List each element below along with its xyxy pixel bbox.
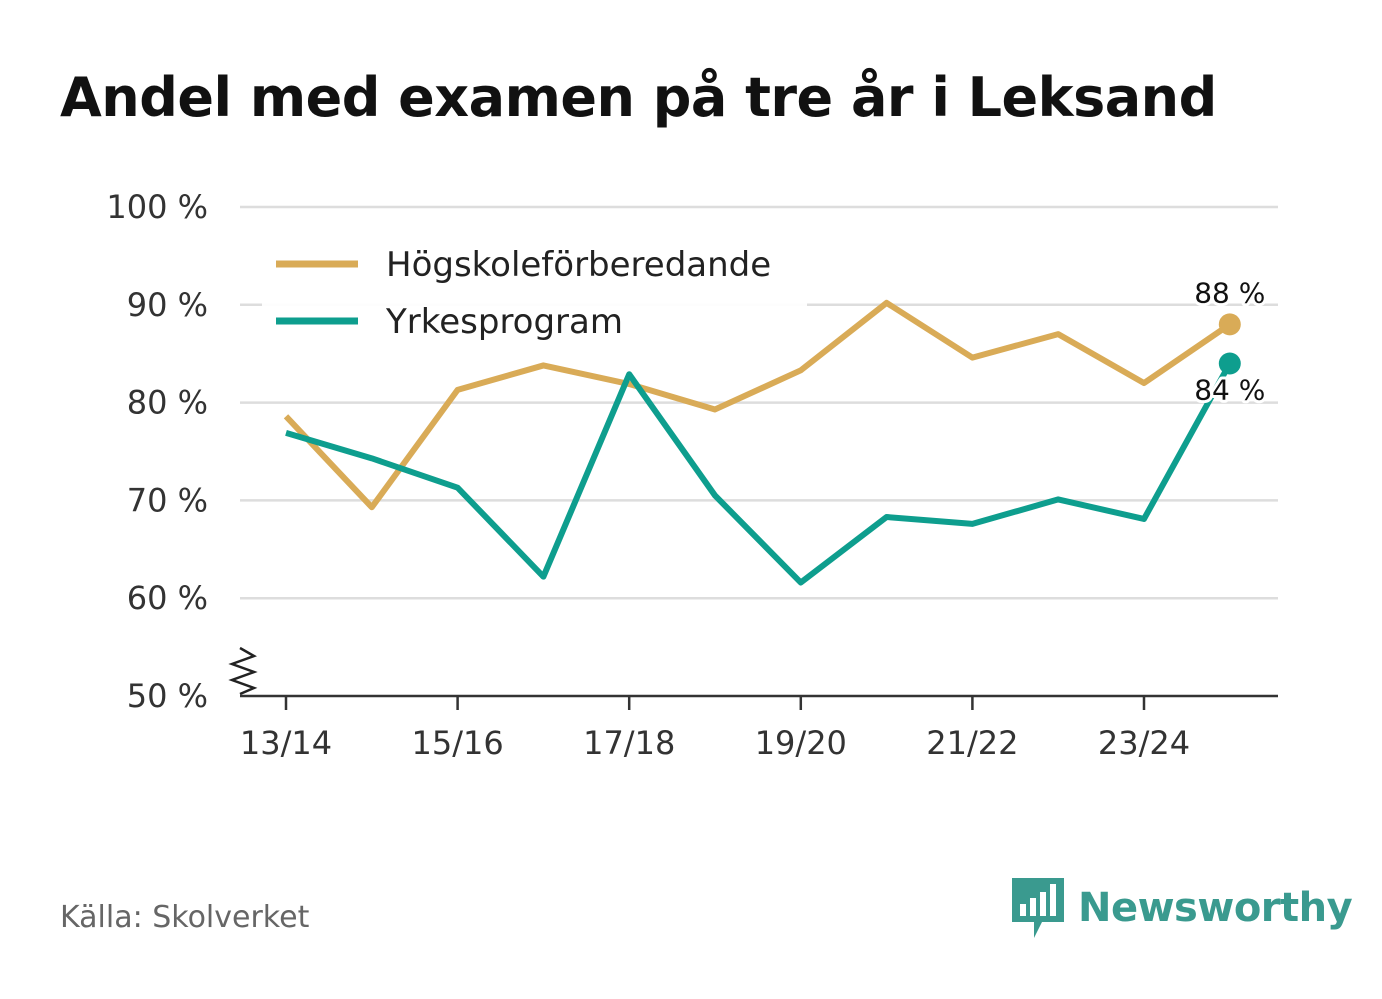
newsworthy-logo-icon — [1012, 878, 1064, 938]
end-label: 88 % — [1194, 276, 1265, 309]
x-tick-label: 23/24 — [1098, 724, 1190, 762]
legend-background — [262, 232, 807, 350]
axis-break-icon — [228, 646, 258, 696]
legend-label: Yrkesprogram — [385, 302, 623, 342]
end-label-halo: 84 % — [1194, 373, 1265, 406]
legend: Högskoleförberedande Yrkesprogram — [262, 232, 807, 350]
y-tick-label: 70 % — [127, 481, 208, 519]
end-markers: 88 %88 %84 %84 % — [1191, 273, 1268, 409]
y-axis-tick-labels: 50 % 60 % 70 % 80 % 90 % 100 % — [106, 188, 208, 715]
x-tick-label: 21/22 — [926, 724, 1018, 762]
y-tick-label: 60 % — [127, 579, 208, 617]
x-axis: 13/14 15/16 17/18 19/20 21/22 23/24 — [228, 646, 1278, 762]
source-credit: Källa: Skolverket — [60, 900, 310, 935]
series-line — [283, 299, 1232, 511]
newsworthy-brand[interactable]: Newsworthy — [1012, 878, 1353, 938]
x-tick-label: 19/20 — [755, 724, 847, 762]
x-tick-label: 15/16 — [411, 724, 503, 762]
y-tick-label: 90 % — [127, 286, 208, 324]
y-tick-label: 100 % — [106, 188, 208, 226]
end-label: 84 % — [1194, 373, 1265, 406]
chart-title: Andel med examen på tre år i Leksand — [60, 66, 1217, 129]
end-label-halo: 88 % — [1194, 276, 1265, 309]
x-tick-label: 13/14 — [240, 724, 332, 762]
legend-label: Högskoleförberedande — [386, 245, 771, 285]
brand-name: Newsworthy — [1078, 885, 1353, 931]
y-tick-label: 80 % — [127, 384, 208, 422]
end-point — [1218, 313, 1241, 336]
series-lines — [283, 299, 1233, 586]
end-point — [1218, 352, 1241, 375]
y-tick-label: 50 % — [127, 677, 208, 715]
x-tick-label: 17/18 — [583, 724, 675, 762]
series-line — [285, 362, 1233, 586]
